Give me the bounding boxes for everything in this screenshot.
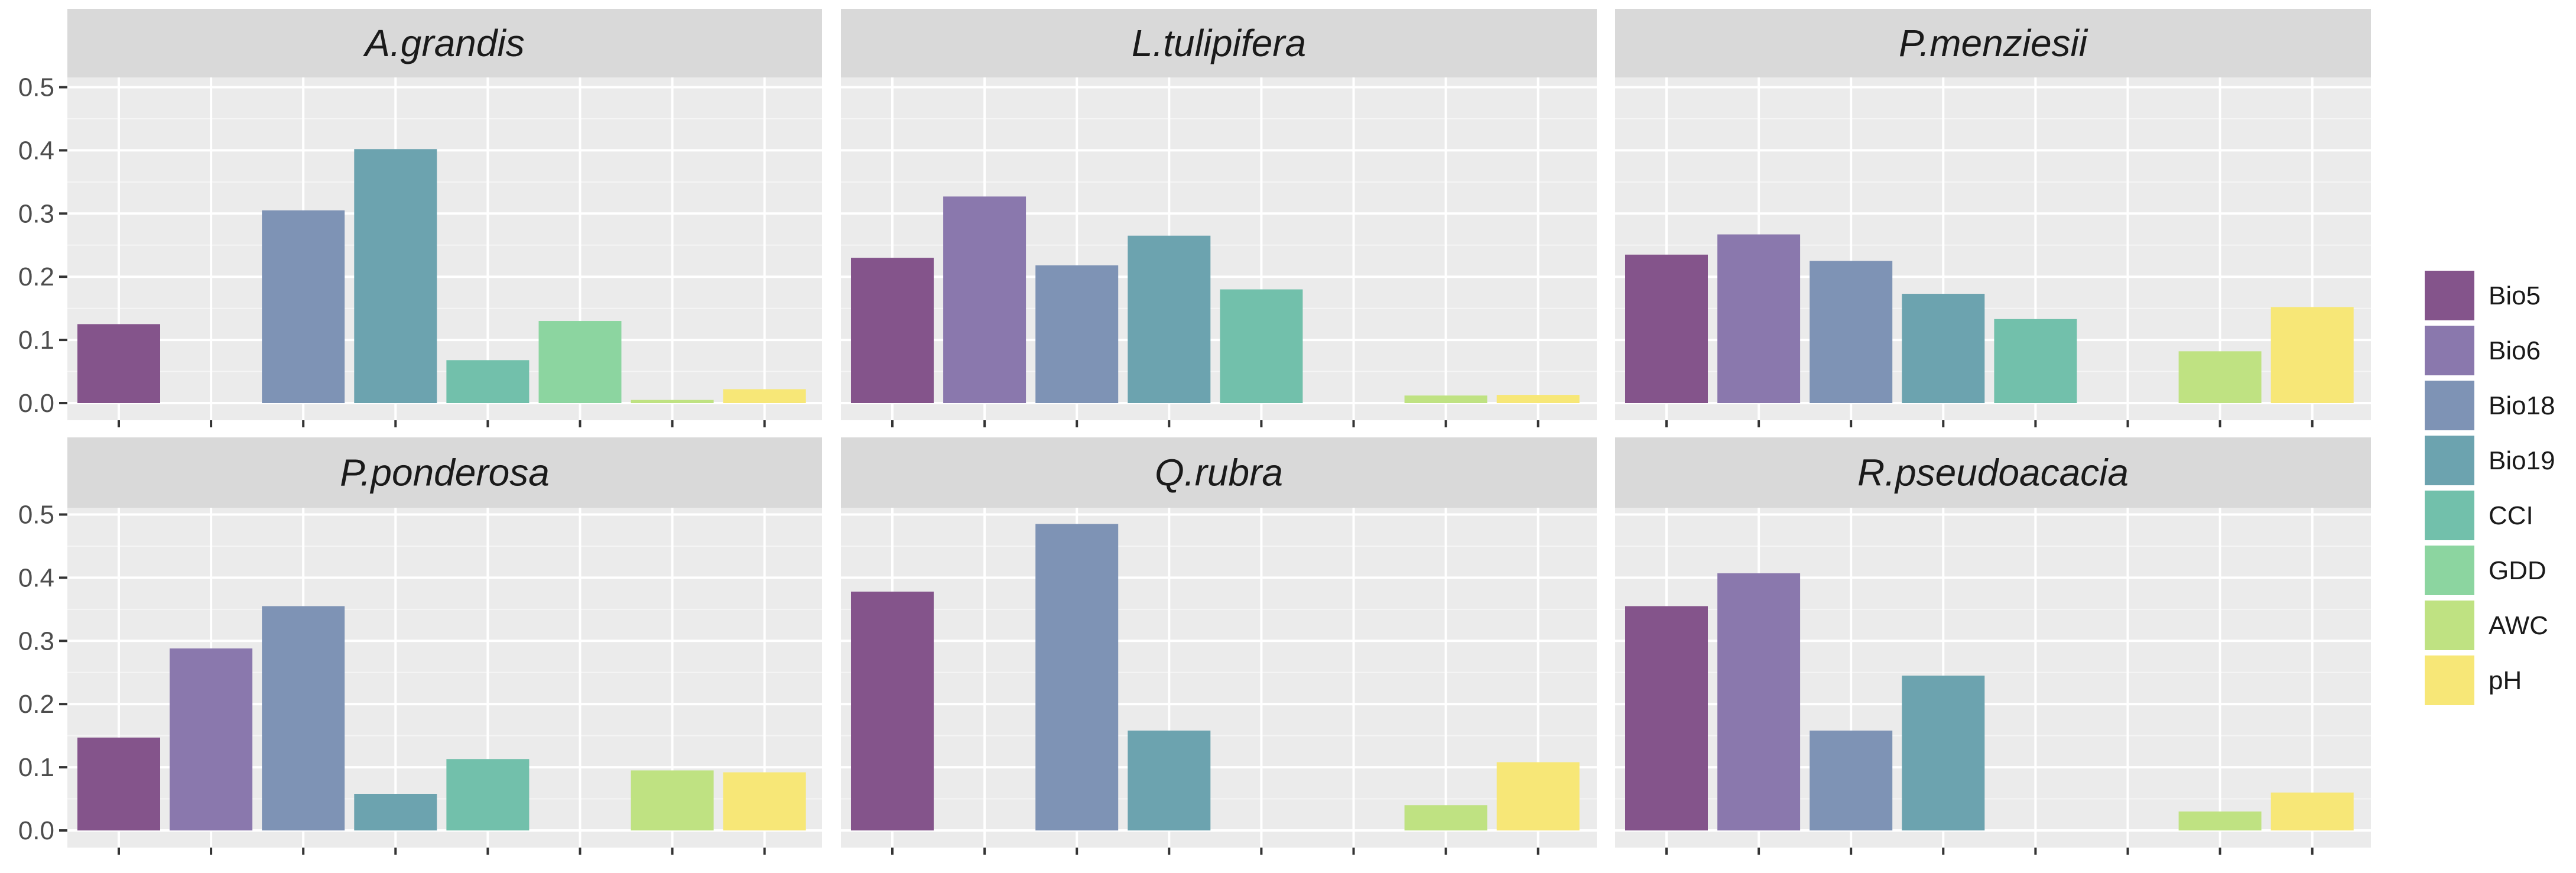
facet-panel: P.menziesii <box>1615 9 2371 427</box>
bar-awc <box>2178 811 2262 830</box>
bar-bio19 <box>1128 731 1211 830</box>
legend-item: pH <box>2425 655 2522 705</box>
facet-title: R.pseudoacacia <box>1857 452 2129 494</box>
facet-title: Q.rubra <box>1155 452 1283 494</box>
bar-bio5 <box>851 258 934 403</box>
bar-bio19 <box>354 149 437 403</box>
bar-bio19 <box>1128 235 1211 403</box>
legend-label: Bio19 <box>2489 446 2555 475</box>
bar-awc <box>1404 395 1487 403</box>
bar-bio18 <box>1810 261 1893 403</box>
legend-key <box>2425 546 2474 595</box>
bar-ph <box>1496 395 1580 403</box>
y-tick-label: 0.1 <box>18 326 54 355</box>
bar-awc <box>631 400 714 403</box>
bar-awc <box>631 770 714 830</box>
legend-item: GDD <box>2425 546 2546 595</box>
bar-bio5 <box>1625 254 1708 403</box>
bar-cci <box>446 360 530 403</box>
facet-title: L.tulipifera <box>1132 22 1306 64</box>
legend-key <box>2425 655 2474 705</box>
legend-label: AWC <box>2489 611 2548 640</box>
facet-strip <box>841 437 1597 508</box>
bar-bio18 <box>262 606 345 830</box>
legend-item: Bio18 <box>2425 381 2555 430</box>
legend-label: CCI <box>2489 501 2533 530</box>
legend-label: GDD <box>2489 556 2546 585</box>
legend-key <box>2425 271 2474 320</box>
bar-cci <box>1220 289 1303 403</box>
y-tick-label: 0.3 <box>18 199 54 228</box>
y-tick-label: 0.2 <box>18 262 54 291</box>
y-tick-label: 0.5 <box>18 73 54 102</box>
legend-label: pH <box>2489 666 2522 695</box>
bar-bio5 <box>77 737 160 830</box>
y-tick-label: 0.4 <box>18 563 54 592</box>
facet-strip <box>1615 437 2371 508</box>
legend-key <box>2425 491 2474 540</box>
panel-background <box>841 508 1597 848</box>
bar-ph <box>2270 307 2354 403</box>
bar-bio6 <box>943 196 1026 403</box>
facet-strip <box>67 9 822 77</box>
legend-item: CCI <box>2425 491 2533 540</box>
facet-panel: P.ponderosa 0.0 0.1 0.2 0.3 0.4 0.5 <box>18 437 822 855</box>
bar-ph <box>1496 762 1580 830</box>
bar-bio5 <box>1625 606 1708 830</box>
y-tick-label: 0.4 <box>18 136 54 165</box>
legend-item: Bio6 <box>2425 326 2541 375</box>
legend: Bio5 Bio6 Bio18 Bio19 CCI GDD AWC pH <box>2425 271 2555 705</box>
legend-key <box>2425 326 2474 375</box>
bar-bio18 <box>262 210 345 403</box>
bar-bio19 <box>1902 676 1985 830</box>
bar-bio6 <box>170 648 253 830</box>
facet-title: P.menziesii <box>1899 22 2088 64</box>
bar-bio19 <box>354 793 437 830</box>
legend-item: Bio19 <box>2425 436 2555 485</box>
y-tick-label: 0.0 <box>18 389 54 418</box>
facet-panel: R.pseudoacacia <box>1615 437 2371 855</box>
bar-bio18 <box>1035 265 1119 403</box>
bar-gdd <box>538 321 622 403</box>
bar-bio18 <box>1035 524 1119 830</box>
bar-ph <box>2270 792 2354 830</box>
bar-cci <box>1994 319 2077 403</box>
bar-bio5 <box>851 591 934 830</box>
bar-awc <box>1404 805 1487 830</box>
bar-bio5 <box>77 324 160 403</box>
legend-label: Bio5 <box>2489 281 2541 310</box>
facet-panel: Q.rubra <box>841 437 1597 855</box>
facet-title: A.grandis <box>362 22 524 64</box>
y-tick-label: 0.1 <box>18 753 54 782</box>
facet-panel: L.tulipifera <box>841 9 1597 427</box>
legend-label: Bio18 <box>2489 391 2555 420</box>
y-tick-label: 0.0 <box>18 816 54 845</box>
facet-strip <box>1615 9 2371 77</box>
facet-title: P.ponderosa <box>340 452 550 494</box>
panel-background <box>67 77 822 420</box>
bar-ph <box>723 772 806 830</box>
legend-key <box>2425 381 2474 430</box>
bar-awc <box>2178 351 2262 403</box>
legend-item: AWC <box>2425 601 2548 650</box>
facet-strip <box>841 9 1597 77</box>
facet-panel: A.grandis 0.0 0.1 0.2 0.3 0.4 0.5 <box>18 9 822 427</box>
legend-item: Bio5 <box>2425 271 2541 320</box>
legend-label: Bio6 <box>2489 336 2541 365</box>
bar-bio18 <box>1810 731 1893 830</box>
y-tick-label: 0.3 <box>18 627 54 655</box>
bar-bio6 <box>1717 573 1801 830</box>
legend-key <box>2425 601 2474 650</box>
y-tick-label: 0.2 <box>18 690 54 719</box>
y-tick-label: 0.5 <box>18 501 54 530</box>
facet-strip <box>67 437 822 508</box>
legend-key <box>2425 436 2474 485</box>
bar-cci <box>446 759 530 830</box>
bar-bio6 <box>1717 234 1801 403</box>
bar-bio19 <box>1902 294 1985 403</box>
bar-ph <box>723 389 806 403</box>
